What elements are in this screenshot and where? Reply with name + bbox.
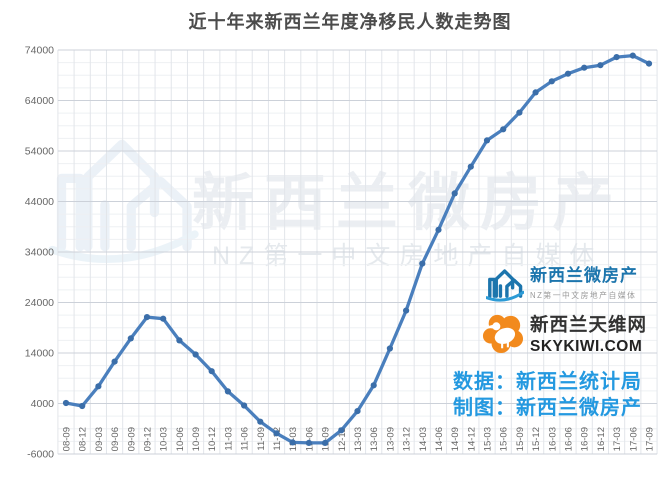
x-axis-tick-label: 13-09 (385, 427, 396, 451)
y-axis-tick-label: 64000 (25, 95, 54, 107)
x-axis-tick-label: 12-12 (337, 427, 348, 451)
x-axis-tick-label: 10-06 (175, 427, 186, 451)
data-point (257, 418, 264, 425)
data-point (208, 368, 215, 375)
data-point (564, 70, 572, 77)
y-axis-tick-label: 24000 (25, 297, 54, 309)
x-axis-tick-label: 16-06 (564, 427, 575, 451)
x-axis-tick-label: 14-09 (450, 427, 461, 451)
data-point (160, 315, 167, 322)
data-point (483, 137, 491, 144)
data-point (451, 190, 458, 197)
x-axis-tick-label: 14-06 (434, 427, 445, 451)
data-point (192, 351, 199, 358)
y-axis-tick-label: 34000 (25, 247, 54, 259)
x-axis-tick-label: 15-12 (531, 427, 542, 451)
data-point (435, 226, 442, 233)
data-point (629, 52, 636, 59)
y-axis-tick-label: -6000 (27, 449, 54, 461)
x-axis-tick-label: 16-09 (580, 427, 591, 451)
credit-chart-by: 制图：新西兰微房产 (453, 397, 642, 419)
x-axis-tick-label: 09-06 (110, 427, 121, 451)
data-point (548, 78, 555, 85)
data-point (370, 382, 377, 389)
x-axis-tick-label: 13-03 (353, 427, 364, 451)
x-axis-tick-label: 12-09 (321, 427, 332, 451)
data-point (305, 439, 312, 446)
data-point (322, 439, 329, 446)
x-axis-tick-label: 11-03 (223, 427, 234, 451)
data-point (176, 337, 183, 344)
x-axis-tick-label: 08-12 (78, 427, 89, 451)
chart-title: 近十年来新西兰年度净移民人数走势图 (188, 12, 512, 32)
data-point (289, 439, 296, 446)
data-point (467, 163, 474, 170)
wfc-logo: 新西兰微房产 NZ第一中文房地产自媒体 (486, 261, 638, 307)
x-axis-tick-label: 17-09 (644, 427, 655, 451)
data-point (95, 383, 102, 390)
skykiwi-logo-site: SKYKIWI.COM (530, 338, 643, 355)
x-axis-tick-label: 13-06 (369, 427, 380, 451)
y-axis-tick-label: 44000 (25, 196, 54, 208)
building-logo-icon (486, 269, 524, 302)
x-axis-tick-label: 09-09 (126, 427, 137, 451)
x-axis-tick-label: 09-12 (142, 427, 153, 451)
data-point (386, 345, 393, 352)
credit-data-source: 数据：新西兰统计局 (453, 371, 642, 393)
x-axis-tick-label: 15-09 (515, 427, 526, 451)
x-axis-tick-label: 17-06 (628, 427, 639, 451)
x-axis-tick-label: 08-09 (62, 427, 73, 451)
y-axis-tick-label: 4000 (31, 398, 55, 410)
data-point (273, 430, 280, 437)
data-point (419, 260, 426, 267)
x-axis-tick-label: 10-12 (207, 427, 218, 451)
data-point (403, 307, 410, 314)
credits: 数据：新西兰统计局 制图：新西兰微房产 (453, 369, 642, 421)
data-point (62, 399, 70, 407)
data-point (79, 402, 86, 410)
data-point (516, 109, 523, 116)
y-axis-tick-label: 14000 (25, 348, 54, 360)
data-point (581, 64, 588, 71)
x-axis-tick-label: 10-09 (191, 427, 202, 451)
data-point (597, 62, 604, 69)
data-point (500, 126, 507, 133)
x-axis-tick-label: 12-03 (288, 427, 299, 451)
x-axis-tick-label: 15-03 (483, 427, 494, 451)
wfc-logo-title: 新西兰微房产 (530, 266, 638, 285)
skykiwi-logo: 新西兰天维网 SKYKIWI.COM (482, 311, 647, 356)
data-point (143, 314, 151, 321)
data-point (224, 388, 231, 395)
data-point (354, 408, 361, 415)
x-axis-tick-label: 10-03 (159, 427, 170, 451)
wfc-logo-subtitle: NZ第一中文房地产自媒体 (530, 291, 637, 300)
x-axis-tick-label: 16-03 (547, 427, 558, 451)
x-axis-tick-label: 11-09 (256, 427, 267, 451)
data-point (241, 402, 248, 409)
x-axis-tick-label: 14-03 (418, 427, 429, 451)
data-point (645, 60, 653, 67)
data-point (613, 54, 620, 61)
x-axis-tick-label: 14-12 (466, 427, 477, 451)
x-axis-tick-label: 09-03 (94, 427, 105, 451)
x-axis-tick-label: 15-06 (499, 427, 510, 451)
kiwi-bird-icon (482, 314, 524, 354)
data-point (532, 89, 539, 96)
x-axis-tick-label: 13-12 (402, 427, 413, 451)
data-point (127, 335, 134, 342)
y-axis-tick-label: 74000 (25, 45, 54, 57)
x-axis-tick-label: 17-03 (612, 427, 623, 451)
x-axis-tick-label: 16-12 (596, 427, 607, 451)
data-point (338, 427, 345, 434)
x-axis-tick-label: 12-06 (304, 427, 315, 451)
x-axis-tick-label: 11-12 (272, 427, 283, 451)
x-axis-tick-label: 11-06 (240, 427, 251, 451)
y-axis-tick-label: 54000 (25, 146, 54, 158)
skykiwi-logo-title: 新西兰天维网 (530, 314, 648, 335)
data-point (111, 358, 118, 365)
